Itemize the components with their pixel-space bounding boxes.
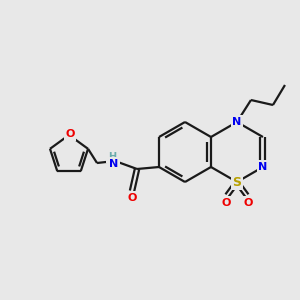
- Text: O: O: [65, 129, 75, 139]
- Text: N: N: [258, 162, 268, 172]
- Text: N: N: [232, 117, 242, 127]
- Text: S: S: [232, 176, 242, 188]
- Text: H: H: [108, 152, 116, 162]
- Text: O: O: [127, 193, 137, 203]
- Text: O: O: [221, 197, 231, 208]
- Text: O: O: [243, 197, 253, 208]
- Text: N: N: [110, 159, 118, 169]
